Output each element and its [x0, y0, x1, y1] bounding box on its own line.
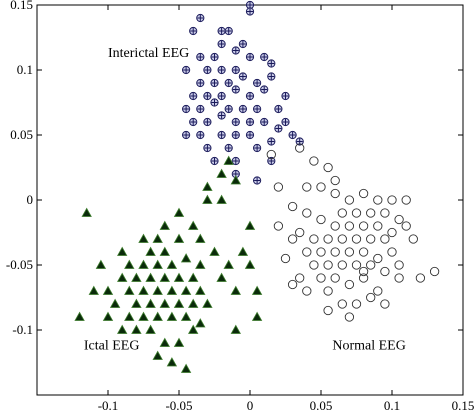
interictal-point: [260, 117, 269, 127]
interictal-point: [217, 91, 226, 101]
y-tick-label: -0.1: [12, 322, 33, 337]
interictal-point: [253, 104, 262, 114]
interictal-point: [217, 111, 226, 120]
interictal-point: [182, 130, 191, 140]
interictal-point: [231, 117, 240, 127]
interictal-point: [238, 72, 247, 81]
x-axis-ticks: -0.1 -0.05 0 0.05 0.1 0.15: [98, 5, 474, 412]
interictal-point: [231, 46, 240, 55]
interictal-point: [238, 39, 247, 49]
interictal-point: [231, 130, 240, 140]
y-tick-label: 0.15: [10, 0, 33, 12]
interictal-point: [245, 130, 255, 140]
interictal-point: [253, 78, 262, 88]
annotation-ictal-eeg: Ictal EEG: [84, 339, 140, 354]
interictal-point: [196, 78, 205, 88]
annotation-interictal-eeg: Interictal EEG: [108, 46, 189, 61]
x-tick-label: 0: [247, 398, 254, 412]
interictal-point: [274, 104, 283, 114]
y-tick-label: 0.05: [10, 127, 33, 142]
interictal-point: [253, 176, 262, 185]
interictal-point: [210, 52, 219, 62]
interictal-point: [231, 156, 240, 166]
interictal-point: [189, 26, 198, 36]
interictal-point: [210, 78, 219, 88]
interictal-point: [217, 130, 226, 140]
interictal-point: [231, 85, 240, 94]
interictal-point: [231, 65, 240, 75]
x-tick-label: -0.1: [98, 398, 119, 412]
y-tick-label: 0.1: [17, 62, 33, 77]
interictal-point: [196, 52, 205, 62]
interictal-point: [260, 85, 269, 94]
annotation-normal-eeg: Normal EEG: [332, 339, 405, 354]
x-tick-label: 0.15: [452, 398, 474, 412]
interictal-point: [224, 26, 233, 36]
y-tick-label: -0.05: [6, 257, 33, 272]
interictal-point: [217, 65, 226, 75]
interictal-point: [210, 98, 219, 107]
interictal-point: [224, 78, 233, 88]
interictal-point: [253, 143, 262, 153]
interictal-point: [196, 130, 205, 140]
interictal-point: [182, 65, 191, 75]
interictal-point: [182, 104, 191, 114]
interictal-point: [217, 39, 226, 49]
interictal-point: [196, 13, 205, 23]
interictal-point: [245, 91, 255, 101]
interictal-point: [203, 143, 212, 153]
plot-frame: [36, 4, 464, 396]
interictal-point: [281, 91, 290, 101]
interictal-point: [238, 104, 247, 114]
interictal-point: [274, 124, 283, 133]
y-tick-label: 0: [27, 192, 34, 207]
interictal-point: [267, 59, 276, 68]
x-tick-label: 0.1: [384, 398, 400, 412]
interictal-point: [224, 104, 233, 114]
interictal-point: [217, 26, 226, 36]
interictal-point: [245, 117, 255, 127]
interictal-point: [203, 65, 212, 75]
interictal-point: [203, 91, 212, 101]
interictal-point: [189, 91, 198, 101]
interictal-point: [203, 117, 212, 127]
x-tick-label: -0.05: [165, 398, 192, 412]
interictal-point: [281, 117, 290, 127]
y-axis-ticks: -0.1 -0.05 0 0.05 0.1 0.15: [6, 0, 463, 337]
interictal-point: [288, 130, 297, 140]
interictal-point: [267, 137, 276, 146]
interictal-point: [210, 156, 219, 166]
x-tick-label: 0.05: [310, 398, 333, 412]
interictal-point: [260, 52, 269, 62]
interictal-point: [267, 72, 276, 81]
interictal-point: [245, 7, 255, 16]
annotations: Interictal EEG Ictal EEG Normal EEG: [84, 46, 406, 354]
interictal-point: [224, 143, 233, 153]
interictal-point: [189, 117, 198, 127]
interictal-point: [245, 52, 255, 62]
interictal-point: [196, 104, 205, 114]
